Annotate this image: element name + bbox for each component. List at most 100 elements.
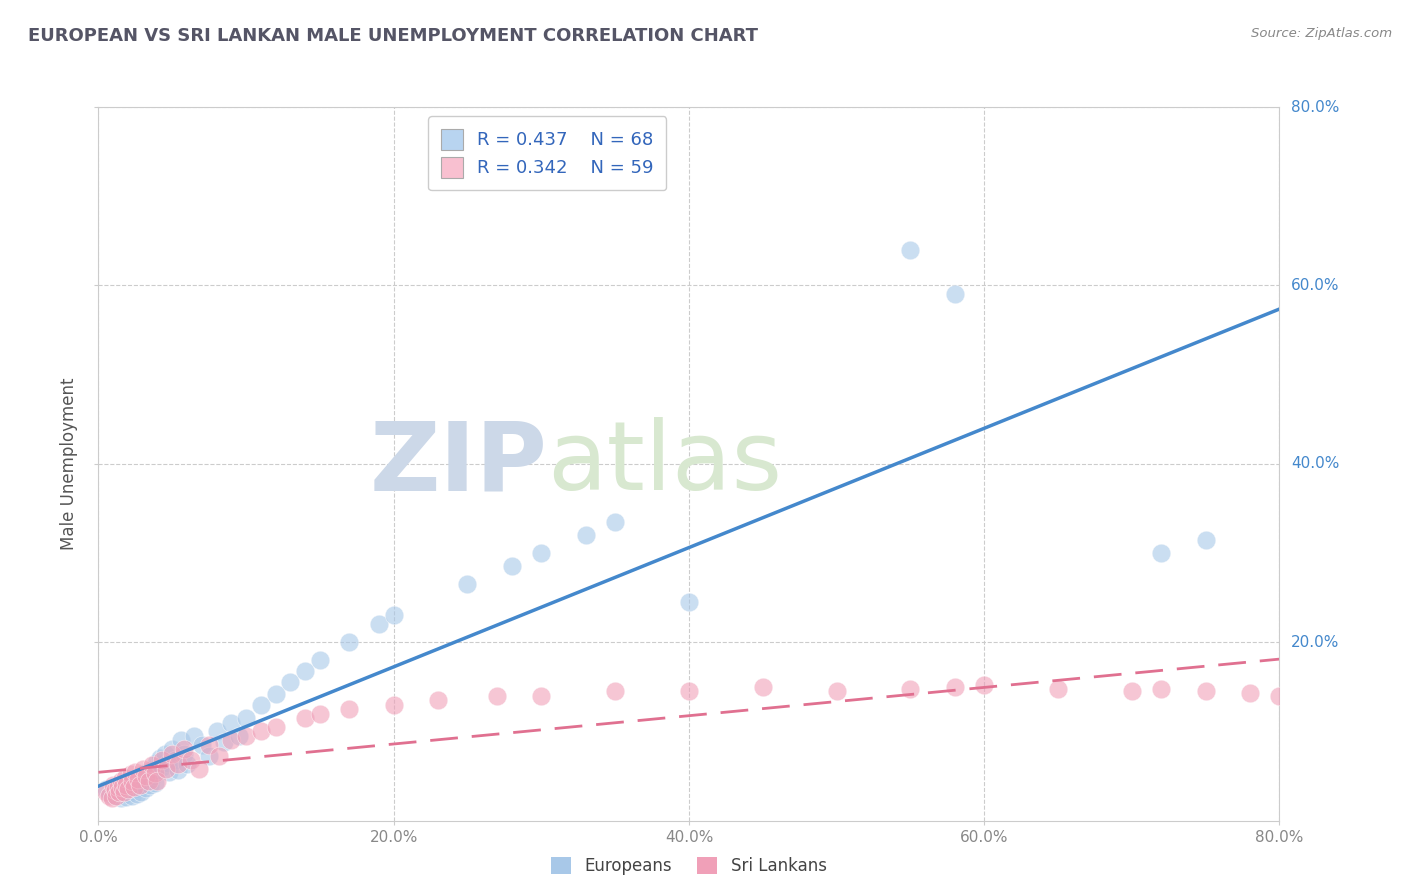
Text: 60.0%: 60.0% [1291,278,1340,293]
Point [943,287,966,301]
Point [235,711,257,725]
Point [337,702,360,716]
Point [1239,686,1261,700]
Point [173,747,195,761]
Point [294,664,316,678]
Point [530,546,553,560]
Point [456,577,478,591]
Point [128,778,150,792]
Point [115,778,138,792]
Point [900,681,922,696]
Point [125,787,148,801]
Point [157,764,180,779]
Point [138,773,160,788]
Point [105,789,128,803]
Point [118,780,141,794]
Point [141,758,163,772]
Point [94,782,117,797]
Point [198,749,221,764]
Point [219,715,242,730]
Point [250,724,273,739]
Point [112,782,135,797]
Y-axis label: Male Unemployment: Male Unemployment [60,377,79,550]
Point [146,763,169,777]
Point [142,769,165,783]
Point [530,689,553,703]
Point [180,753,202,767]
Text: ZIP: ZIP [370,417,547,510]
Text: Source: ZipAtlas.com: Source: ZipAtlas.com [1251,27,1392,40]
Point [132,762,155,776]
Point [112,785,135,799]
Point [294,711,316,725]
Point [165,753,187,767]
Point [1150,681,1173,696]
Point [486,689,509,703]
Point [156,756,179,770]
Text: atlas: atlas [547,417,782,510]
Point [1121,684,1143,698]
Point [100,791,122,805]
Point [115,789,138,804]
Point [278,675,302,690]
Point [368,617,391,632]
Point [107,780,129,794]
Point [111,778,134,792]
Point [141,762,163,776]
Point [124,764,146,779]
Point [205,724,228,739]
Point [114,787,136,801]
Point [117,782,139,797]
Point [139,778,162,792]
Point [94,785,117,799]
Point [135,780,157,795]
Point [105,789,128,803]
Text: 40.0%: 40.0% [1291,457,1340,471]
Point [1046,681,1069,696]
Point [111,780,134,794]
Point [167,763,190,777]
Point [120,784,142,798]
Point [150,760,173,774]
Point [382,698,405,712]
Point [104,783,127,797]
Point [103,785,125,799]
Point [212,735,235,749]
Point [146,773,169,788]
Point [973,678,995,692]
Point [121,789,143,803]
Point [605,684,627,698]
Point [900,243,922,257]
Point [173,742,195,756]
Point [120,767,142,781]
Point [176,757,198,772]
Point [124,781,146,796]
Point [136,764,159,779]
Point [103,778,125,792]
Point [309,653,332,667]
Point [149,751,172,765]
Point [1268,689,1291,703]
Point [235,729,257,743]
Point [678,684,700,698]
Point [155,762,177,776]
Point [191,738,214,752]
Point [122,776,145,790]
Point [198,738,221,752]
Point [129,785,152,799]
Point [143,776,166,790]
Point [153,747,176,761]
Point [1150,546,1173,560]
Point [751,680,773,694]
Point [187,762,209,776]
Point [183,729,205,743]
Point [574,528,596,542]
Point [825,684,848,698]
Point [427,693,450,707]
Point [107,780,129,794]
Point [134,774,156,789]
Text: 20.0%: 20.0% [1291,635,1340,649]
Point [132,767,155,781]
Point [250,698,273,712]
Point [382,608,405,623]
